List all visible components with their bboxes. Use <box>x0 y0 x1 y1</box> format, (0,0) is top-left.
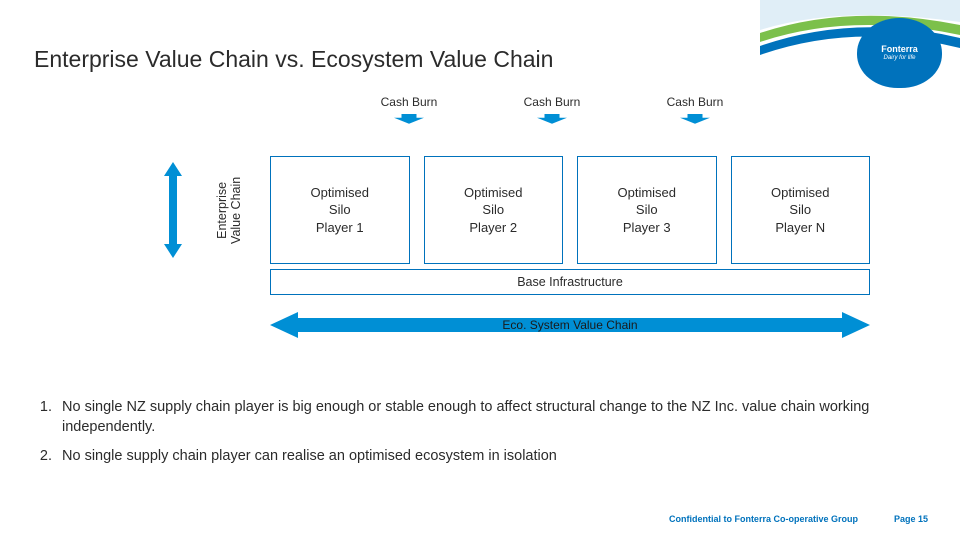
logo-tagline: Dairy for life <box>883 55 915 61</box>
silo-box: OptimisedSiloPlayer N <box>731 156 871 264</box>
silo-box: OptimisedSiloPlayer 1 <box>270 156 410 264</box>
base-infrastructure-bar: Base Infrastructure <box>270 269 870 295</box>
bullet-list: No single NZ supply chain player is big … <box>34 398 926 477</box>
confidential-label: Confidential to Fonterra Co-operative Gr… <box>669 514 858 524</box>
list-item: No single supply chain player can realis… <box>56 447 926 467</box>
cashburn-label: Cash Burn <box>517 96 587 124</box>
value-chain-diagram: Cash Burn Cash Burn Cash Burn Enterprise… <box>150 96 880 346</box>
cashburn-row: Cash Burn Cash Burn Cash Burn <box>275 96 820 136</box>
silo-box: OptimisedSiloPlayer 2 <box>424 156 564 264</box>
list-item: No single NZ supply chain player is big … <box>56 398 926 437</box>
silo-row: OptimisedSiloPlayer 1 OptimisedSiloPlaye… <box>270 156 870 264</box>
arrow-down-icon <box>537 114 567 124</box>
arrow-down-icon <box>680 114 710 124</box>
slide: Enterprise Value Chain vs. Ecosystem Val… <box>0 0 960 540</box>
evc-axis-label: EnterpriseValue Chain <box>186 166 274 254</box>
cashburn-label: Cash Burn <box>660 96 730 124</box>
eco-axis-label: Eco. System Value Chain <box>270 312 870 338</box>
slide-footer: Confidential to Fonterra Co-operative Gr… <box>0 514 960 524</box>
page-number: Page 15 <box>894 514 928 524</box>
silo-box: OptimisedSiloPlayer 3 <box>577 156 717 264</box>
brand-logo: Fonterra Dairy for life <box>857 18 942 88</box>
logo-name: Fonterra <box>881 45 918 54</box>
evc-axis-arrow <box>164 162 182 258</box>
cashburn-label: Cash Burn <box>374 96 444 124</box>
arrow-down-icon <box>394 114 424 124</box>
page-title: Enterprise Value Chain vs. Ecosystem Val… <box>34 46 553 73</box>
